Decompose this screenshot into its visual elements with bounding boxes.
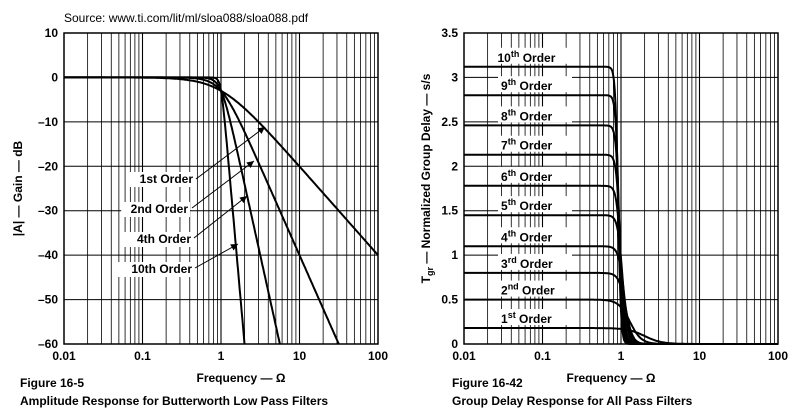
y-tick-label: 2.5 [441,115,458,129]
y-label-main: T [419,275,433,283]
y-tick-label: 10 [45,26,59,40]
y-tick-label: 0.5 [441,293,458,307]
amplitude-curves [64,76,379,345]
annotation-bg [124,232,193,247]
x-tick-label: 1 [218,349,225,363]
amplitude-y-ticks: 10 0 –10 –20 –30 –40 –50 –60 [38,26,58,351]
group-delay-chart: 0.01 0.1 1 10 100 3.5 3 2.5 2 1.5 1 0.5 0 1st Order… [419,26,788,408]
order-label: 2nd Order [501,282,555,298]
amplitude-plot-frame [63,32,379,345]
annotation-label: 10th Order [131,262,192,276]
x-tick-label: 0.01 [52,349,76,363]
y-tick-label: 3 [451,70,458,84]
group-delay-y-ticks: 3.5 3 2.5 2 1.5 1 0.5 0 [441,26,458,351]
y-tick-label: –40 [38,248,58,262]
order-label-bg [498,106,572,123]
annotation-label: 1st Order [140,172,194,186]
y-tick-label: –30 [38,204,58,218]
order-label: 5th Order [501,197,553,213]
amplitude-x-axis-label: Frequency — Ω [197,371,286,385]
annotation-arrowhead [246,161,254,169]
y-tick-label: –50 [38,293,58,307]
annotation-leader [194,243,239,269]
group-delay-x-ticks: 0.01 0.1 1 10 100 [452,349,788,363]
order-label-bg [498,253,572,270]
order-label: 4th Order [501,228,553,244]
order-label: 6th Order [501,168,553,184]
order-label-bg [498,280,572,297]
y-tick-label: 1 [451,248,458,262]
annotation-label: 2nd Order [131,202,189,216]
annotation-leader [191,160,255,209]
y-label-rest: — Normalized Group Delay — s/s [419,73,433,267]
order-label: 1st Order [501,310,552,326]
x-tick-label: 100 [368,349,388,363]
group-delay-figure-number: Figure 16-42 [452,376,523,390]
curve-order-10 [64,76,246,345]
amplitude-figure-number: Figure 16-5 [20,376,84,390]
group-delay-plot-frame [463,32,779,345]
annotation-arrowhead [230,244,238,251]
y-tick-label: –10 [38,115,58,129]
amplitude-figure-title: Amplitude Response for Butterworth Low P… [20,394,328,408]
amplitude-y-axis-label: |A| — Gain — dB [11,140,25,236]
order-label-bg [498,166,572,183]
amplitude-chart: 0.01 0.1 1 10 100 100–10–20–30–40–50–60 1st … [11,26,388,408]
x-tick-label: 0.1 [534,349,551,363]
group-delay-y-axis-label: Tgr — Normalized Group Delay — s/s [419,73,435,283]
annotation-bg [118,262,194,277]
order-label-bg [494,47,576,64]
annotation-leader [193,195,248,239]
amplitude-grid [64,33,378,344]
order-label: 8th Order [501,107,553,123]
order-label: 9th Order [501,77,553,93]
order-label-bg [498,227,572,244]
y-tick-label: 0 [51,70,58,84]
order-label: 7th Order [501,137,553,153]
order-label-bg [498,135,572,152]
x-tick-label: 10 [693,349,707,363]
y-tick-label: –60 [38,337,58,351]
group-delay-x-axis-label: Frequency — Ω [567,371,656,385]
annotation-arrowhead [257,127,265,135]
y-tick-label: –20 [38,159,58,173]
y-tick-label: 3.5 [441,26,458,40]
annotation-label: 4th Order [137,232,191,246]
x-tick-label: 0.01 [452,349,476,363]
amplitude-annotations: 1st Order 2nd Order 4th Order 10th Order [118,126,266,277]
x-tick-label: 100 [768,349,788,363]
annotation-bg [126,172,195,187]
y-tick-label: 1.5 [441,204,458,218]
order-label-bg [498,76,572,93]
order-label-bg [498,309,572,326]
annotation-leader [195,126,266,180]
source-caption: Source: www.ti.com/lit/ml/sloa088/sloa08… [64,11,309,25]
y-tick-label: 0 [451,337,458,351]
order-label: 3rd Order [501,255,553,271]
x-tick-label: 0.1 [134,349,151,363]
group-delay-order-labels: 1st Order 2nd Order 3rd Order 4th Order 5th … [494,47,576,326]
annotation-bg [121,202,190,217]
amplitude-x-ticks: 0.01 0.1 1 10 100 [52,349,388,363]
annotation-arrowhead [239,196,247,204]
y-label-sub: gr [425,267,435,276]
x-tick-label: 10 [293,349,307,363]
group-delay-figure-title: Group Delay Response for All Pass Filter… [452,394,693,408]
order-label: 10th Order [498,49,556,65]
y-tick-label: 2 [451,159,458,173]
order-label-bg [498,196,572,213]
x-tick-label: 1 [618,349,625,363]
